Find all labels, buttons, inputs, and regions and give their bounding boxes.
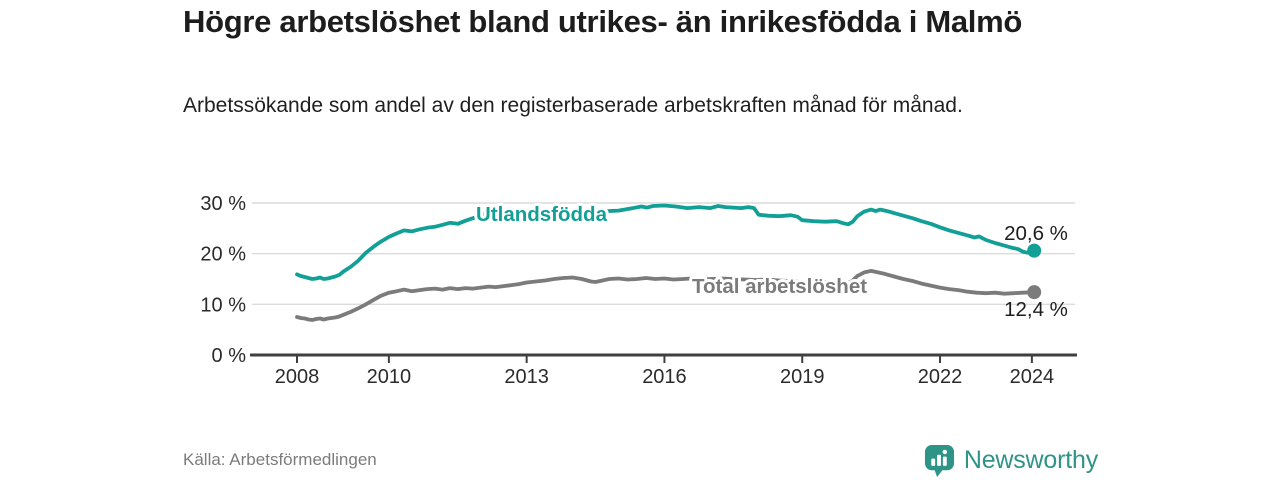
page-title: Högre arbetslöshet bland utrikes- än inr… xyxy=(183,4,1023,39)
exclamation-dot-icon xyxy=(942,449,947,455)
x-axis-label-2010: 2010 xyxy=(367,366,412,388)
x-axis-label-2022: 2022 xyxy=(918,366,963,388)
page-subtitle: Arbetssökande som andel av den registerb… xyxy=(183,94,963,117)
series-line-utlandsf-dda xyxy=(295,203,1037,281)
y-axis-label-20: 20 % xyxy=(200,244,246,266)
bar-tall-icon xyxy=(936,454,941,466)
newsworthy-wordmark: Newsworthy xyxy=(963,446,1098,474)
x-axis-label-2019: 2019 xyxy=(780,366,825,388)
series-label-utlandsf-dda: Utlandsfödda xyxy=(476,203,608,226)
end-dot-total-arbetsl-shet xyxy=(1027,285,1042,300)
source-note: Källa: Arbetsförmedlingen xyxy=(183,450,377,469)
x-axis-label-2008: 2008 xyxy=(275,366,320,388)
bar-small-icon xyxy=(931,458,935,466)
end-dot-utlandsf-dda xyxy=(1027,243,1042,258)
y-axis-label-30: 30 % xyxy=(200,193,246,215)
series-line-total-arbetsl-shet xyxy=(295,268,1037,322)
exclamation-bar-icon xyxy=(942,456,947,466)
y-axis-label-0: 0 % xyxy=(212,345,247,367)
end-value-label-utlandsf-dda: 20,6 % xyxy=(1004,222,1068,245)
x-axis-label-2024: 2024 xyxy=(1010,366,1055,388)
x-axis-label-2013: 2013 xyxy=(504,366,549,388)
newsworthy-pin-icon xyxy=(924,445,954,477)
newsworthy-logo[interactable]: Newsworthy xyxy=(924,444,1098,477)
end-value-label-total-arbetsl-shet: 12,4 % xyxy=(1004,298,1068,321)
x-axis-label-2016: 2016 xyxy=(642,366,687,388)
series-label-total-arbetsl-shet: Total arbetslöshet xyxy=(692,275,867,298)
y-axis-label-10: 10 % xyxy=(200,294,246,316)
